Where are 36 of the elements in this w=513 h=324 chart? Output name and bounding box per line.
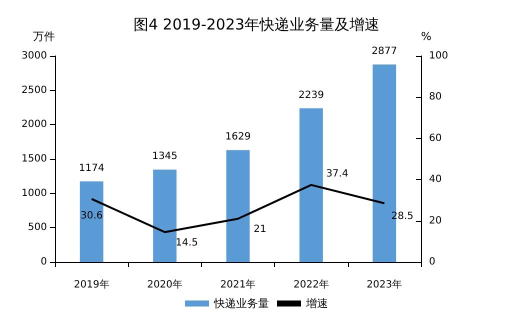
y-axis-title: 万件 bbox=[33, 30, 55, 43]
y-tick-label: 3000 bbox=[22, 50, 47, 62]
x-tick-label: 2020年 bbox=[147, 278, 183, 290]
data-label: 2877 bbox=[372, 46, 398, 57]
data-label: 21 bbox=[254, 224, 266, 236]
y2-tick-label: 60 bbox=[429, 132, 442, 144]
y-tick-label: 2500 bbox=[22, 84, 47, 96]
y2-tick-label: 0 bbox=[429, 256, 436, 268]
bar bbox=[153, 170, 177, 262]
bar bbox=[299, 108, 323, 262]
y2-tick-label: 20 bbox=[429, 215, 442, 226]
x-tick-label: 2021年 bbox=[220, 278, 256, 290]
y2-tick-label: 100 bbox=[429, 50, 448, 62]
x-tick-label: 2019年 bbox=[74, 278, 110, 290]
chart-title: 图4 2019-2023年快递业务量及增速 bbox=[133, 16, 380, 34]
y-tick-label: 0 bbox=[40, 256, 47, 268]
y2-tick-label: 80 bbox=[429, 92, 442, 103]
x-tick-label: 2022年 bbox=[293, 278, 329, 290]
y2-axis-title: % bbox=[421, 30, 432, 43]
y-tick-label: 2000 bbox=[22, 119, 47, 130]
y-tick-label: 1500 bbox=[22, 154, 47, 164]
y-tick-label: 500 bbox=[28, 222, 47, 234]
y2-tick-label: 40 bbox=[429, 174, 442, 186]
bar bbox=[226, 150, 250, 262]
bar bbox=[80, 181, 104, 262]
legend-label: 快递业务量 bbox=[213, 297, 269, 310]
data-label: 1174 bbox=[78, 162, 104, 174]
data-label: 2239 bbox=[298, 90, 324, 101]
legend-label: 增速 bbox=[305, 297, 328, 310]
data-label: 14.5 bbox=[176, 238, 198, 249]
x-tick-label: 2023年 bbox=[366, 278, 402, 290]
data-label: 1629 bbox=[225, 132, 251, 143]
data-label: 30.6 bbox=[80, 210, 103, 222]
data-label: 37.4 bbox=[326, 168, 348, 180]
data-label: 1345 bbox=[152, 151, 178, 162]
y-tick-label: 1000 bbox=[22, 188, 47, 199]
